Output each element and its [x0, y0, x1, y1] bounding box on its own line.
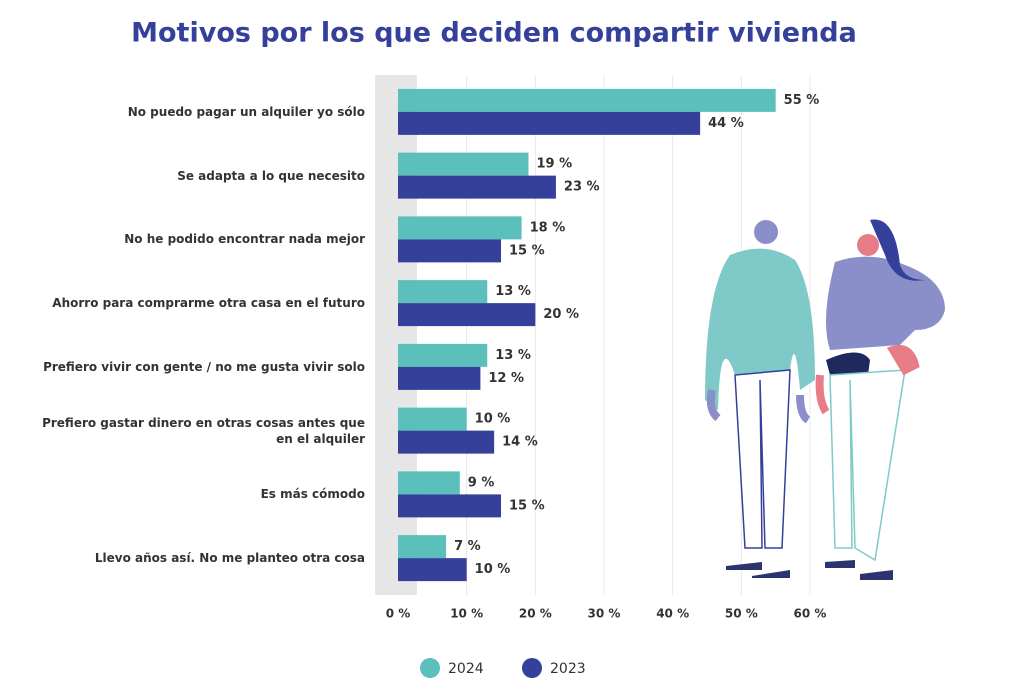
value-label: 12 %	[488, 371, 524, 386]
value-label: 18 %	[530, 220, 566, 235]
value-label: 13 %	[495, 348, 531, 363]
bar	[398, 280, 488, 304]
chart-title: Motivos por los que deciden compartir vi…	[131, 18, 857, 49]
value-label: 15 %	[509, 498, 545, 513]
value-label: 7 %	[454, 539, 481, 554]
legend-marker	[420, 658, 440, 678]
category-label: Llevo años así. No me planteo otra cosa	[94, 551, 365, 566]
bar	[398, 407, 467, 431]
value-label: 44 %	[708, 116, 744, 131]
bar	[398, 343, 488, 367]
illustration	[705, 219, 945, 580]
value-label: 10 %	[475, 562, 511, 577]
category-label: Se adapta a lo que necesito	[177, 168, 365, 183]
value-label: 19 %	[536, 157, 572, 172]
x-tick-label: 40 %	[656, 607, 689, 621]
value-label: 10 %	[475, 412, 511, 427]
legend-label: 2024	[448, 661, 484, 677]
value-label: 15 %	[509, 243, 545, 258]
bar	[398, 366, 481, 390]
bar	[398, 239, 501, 263]
x-tick-label: 0 %	[386, 607, 411, 621]
x-tick-label: 30 %	[588, 607, 621, 621]
legend-marker	[522, 658, 542, 678]
x-tick-label: 50 %	[725, 607, 758, 621]
bar	[398, 430, 495, 454]
x-tick-label: 60 %	[794, 607, 827, 621]
value-label: 20 %	[543, 307, 579, 322]
bar	[398, 88, 776, 112]
bar	[398, 111, 701, 135]
bar	[398, 152, 529, 176]
category-label: Prefiero vivir con gente / no me gusta v…	[43, 359, 365, 374]
bar	[398, 175, 556, 199]
value-label: 55 %	[784, 93, 820, 108]
category-label: Es más cómodo	[260, 487, 365, 502]
category-label: Ahorro para comprarme otra casa en el fu…	[52, 296, 365, 311]
value-label: 9 %	[468, 475, 495, 490]
category-label: No he podido encontrar nada mejor	[124, 232, 365, 247]
bar	[398, 303, 536, 327]
legend-label: 2023	[550, 661, 586, 677]
bar	[398, 535, 447, 559]
bar	[398, 216, 522, 240]
value-label: 23 %	[564, 180, 600, 195]
bar	[398, 558, 467, 582]
value-label: 13 %	[495, 284, 531, 299]
category-label: Prefiero gastar dinero en otras cosas an…	[42, 415, 365, 446]
bar	[398, 494, 501, 518]
bar	[398, 471, 460, 495]
x-tick-label: 20 %	[519, 607, 552, 621]
value-label: 14 %	[502, 435, 538, 450]
x-tick-label: 10 %	[450, 607, 483, 621]
category-label: No puedo pagar un alquiler yo sólo	[127, 104, 365, 119]
